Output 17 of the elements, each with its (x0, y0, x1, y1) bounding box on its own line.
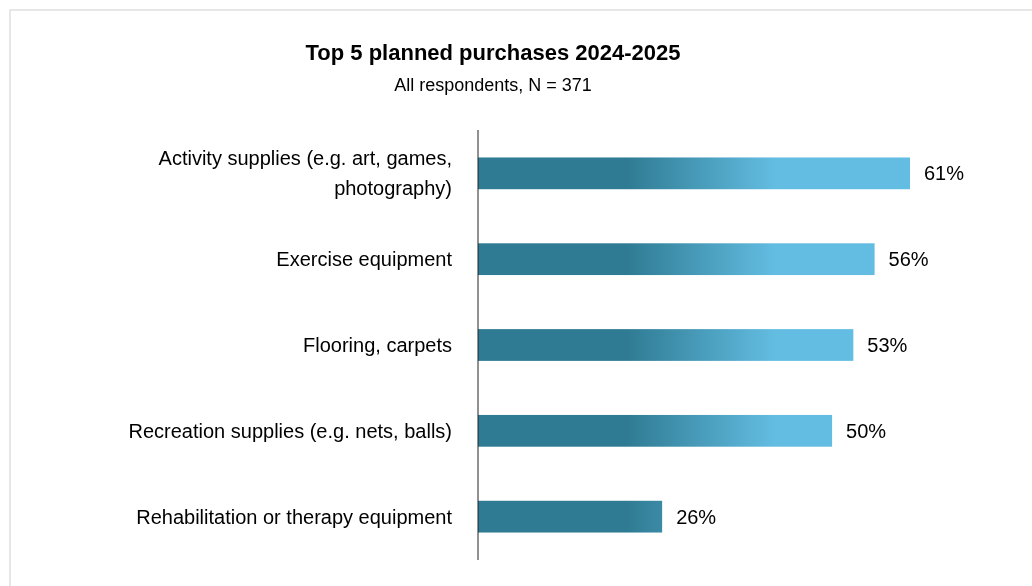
y-tick-label: Flooring, carpets (303, 334, 452, 356)
bar (478, 500, 663, 533)
chart-subtitle: All respondents, N = 371 (394, 75, 592, 95)
bar (478, 243, 875, 276)
data-label: 56% (888, 248, 929, 271)
y-tick-label: Recreation supplies (e.g. nets, balls) (128, 419, 452, 442)
chart-title: Top 5 planned purchases 2024-2025 (305, 40, 681, 65)
bar (478, 329, 854, 361)
data-label: 53% (867, 334, 908, 356)
data-label: 26% (676, 505, 717, 528)
data-label: 50% (846, 419, 887, 442)
y-tick-label: Activity supplies (e.g. art, games, photography) (158, 147, 452, 200)
bar (478, 414, 833, 447)
y-tick-label: Exercise equipment (276, 248, 453, 271)
data-label: 61% (924, 162, 965, 185)
bar (478, 157, 910, 190)
y-tick-label: Rehabilitation or therapy equipment (136, 505, 453, 528)
